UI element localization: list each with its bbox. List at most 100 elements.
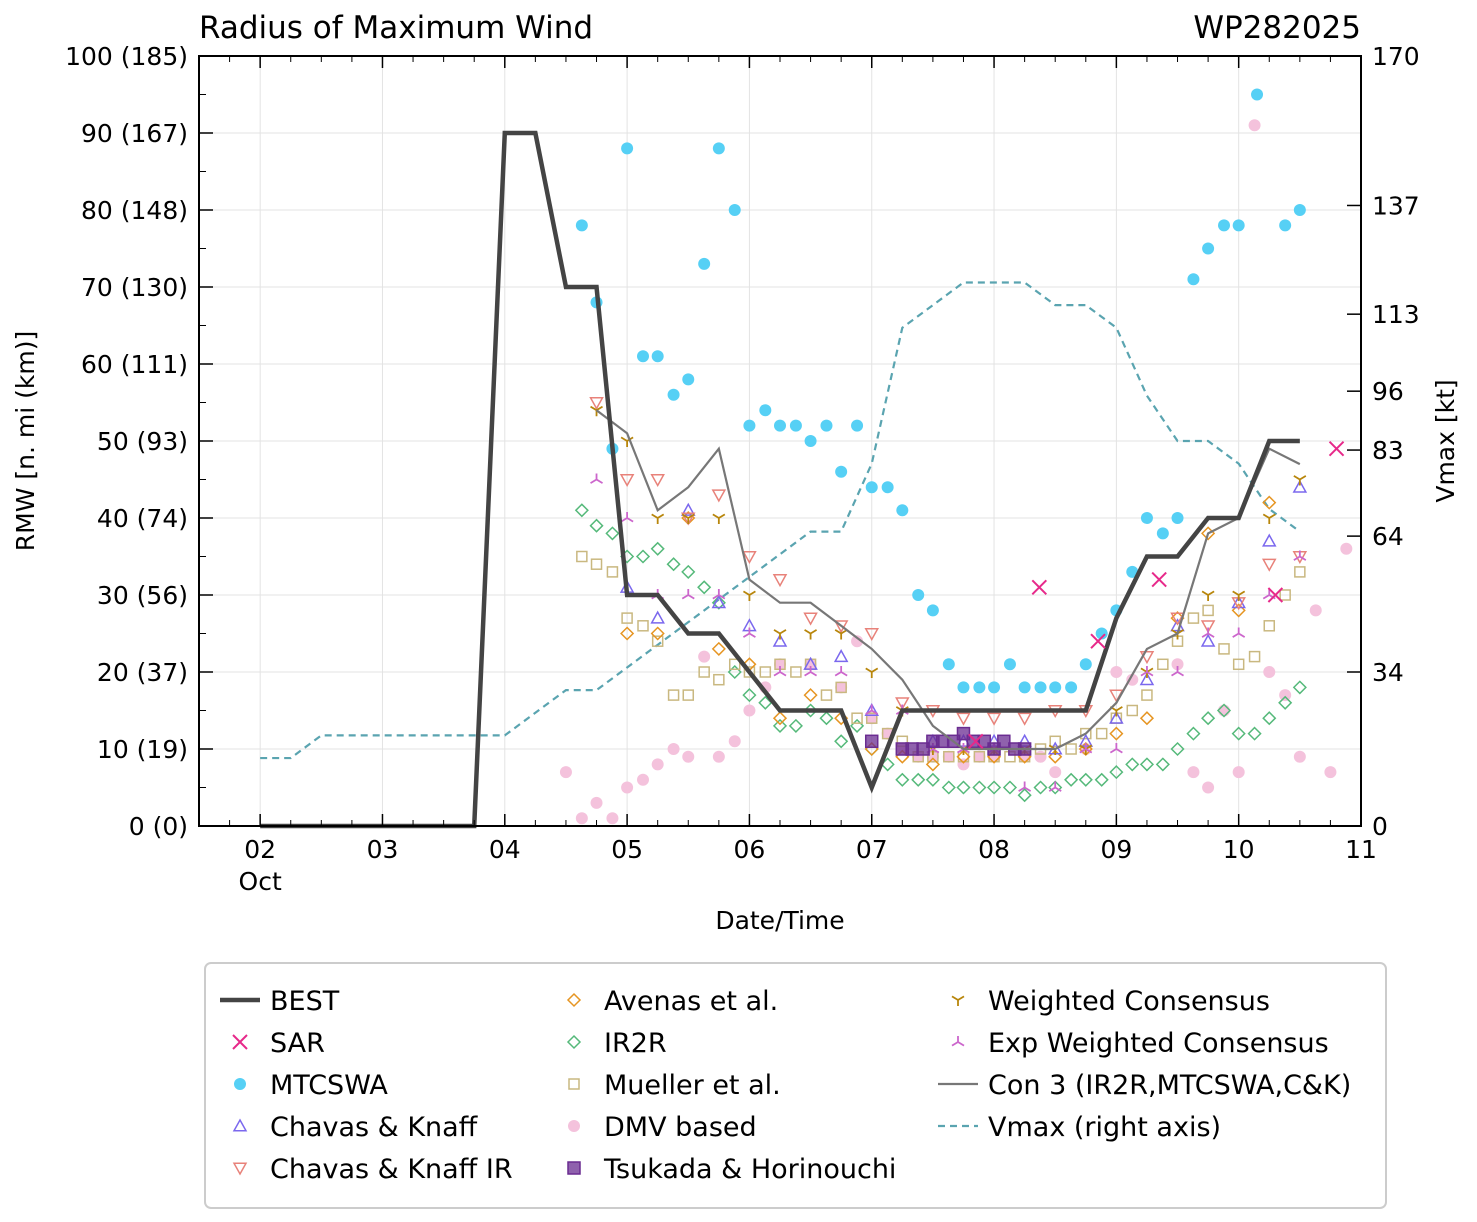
y-right-tick-label: 96 — [1372, 377, 1404, 406]
legend-label: Exp Weighted Consensus — [988, 1028, 1329, 1059]
chavas-knaff-ir-point — [619, 473, 635, 488]
dmv-based-point — [698, 650, 711, 663]
mueller-et-al-point — [667, 689, 680, 701]
ir2r-point — [849, 718, 865, 733]
mueller-et-al-point — [835, 681, 847, 694]
y-right-tick-label: 113 — [1372, 300, 1420, 329]
y-right-tick-label: 34 — [1372, 658, 1404, 687]
chavas-knaff-ir-point — [1017, 712, 1032, 726]
ir2r-point — [574, 503, 589, 518]
mtcswa-point — [835, 465, 848, 478]
mueller-et-al-point — [1248, 650, 1261, 663]
dmv-based-point — [728, 735, 741, 748]
dmv-based-point — [1034, 750, 1047, 763]
y-right-tick-label: 0 — [1372, 812, 1388, 841]
dmv-based-point — [590, 796, 603, 809]
x-tick-label: 06 — [734, 835, 766, 864]
ir2r-point — [1017, 788, 1032, 803]
dmv-based-point — [1126, 673, 1139, 686]
ir2r-point — [605, 526, 620, 541]
mtcswa-point — [1065, 681, 1078, 694]
dmv-based-point — [1218, 704, 1231, 717]
mtcswa-point — [1156, 527, 1169, 540]
series-sar — [967, 440, 1345, 750]
tsukada-horinouchi-point — [997, 734, 1011, 749]
mtcswa-point — [637, 350, 650, 363]
mtcswa-point — [1187, 273, 1200, 286]
exp-weighted-consensus-point — [773, 666, 787, 677]
legend-item-chavas-knaff: Chavas & Knaff — [232, 1112, 479, 1143]
legend-item-weighted-consensus: Weighted Consensus — [951, 986, 1270, 1017]
exp-weighted-consensus-point — [1171, 666, 1184, 677]
tsukada-horinouchi-point — [977, 734, 992, 749]
ir2r-point — [1078, 772, 1093, 787]
legend-swatch — [568, 1078, 580, 1090]
tsukada-horinouchi-point — [966, 734, 981, 749]
mtcswa-point — [1171, 512, 1184, 524]
legend-label: DMV based — [604, 1112, 757, 1143]
mueller-et-al-point — [1126, 704, 1139, 717]
mtcswa-point — [728, 204, 741, 216]
avenas-et-al-point — [620, 626, 635, 641]
ir2r-point — [895, 772, 910, 787]
chavas-knaff-point — [711, 595, 727, 609]
legend-label: Avenas et al. — [604, 986, 778, 1017]
ir2r-point — [1109, 765, 1124, 780]
y-tick-label: 100 (185) — [65, 42, 188, 71]
y-tick-label: 20 (37) — [97, 658, 188, 687]
x-tick-label: 02 — [244, 835, 276, 864]
chavas-knaff-ir-point — [803, 612, 818, 626]
x-tick-label: 07 — [856, 835, 888, 864]
ir2r-point — [742, 688, 757, 703]
dmv-based-point — [1309, 604, 1322, 617]
avenas-et-al-point — [1231, 603, 1246, 618]
dmv-based-point — [559, 766, 572, 779]
weighted-consensus-point — [1201, 590, 1215, 601]
sar-point — [1090, 633, 1106, 649]
legend-item-mtcswa: MTCSWA — [234, 1070, 388, 1101]
tsukada-horinouchi-point — [916, 742, 930, 756]
ir2r-point — [911, 772, 926, 787]
dmv-based-point — [835, 681, 848, 694]
y-axis-label: RMW [n. mi (km)] — [11, 331, 40, 551]
best-line — [260, 130, 1300, 829]
legend-swatch — [232, 1034, 248, 1050]
ir2r-point — [986, 780, 1002, 795]
axis-ticks — [198, 55, 1362, 827]
mtcswa-point — [1079, 658, 1092, 671]
legend-label: MTCSWA — [270, 1070, 388, 1101]
dmv-based-point — [682, 750, 695, 763]
mtcswa-point — [1251, 88, 1264, 101]
y-right-tick-label: 83 — [1372, 436, 1404, 465]
exp-weighted-consensus-point — [712, 589, 726, 600]
x-tick-label: 04 — [489, 835, 521, 864]
series-ir2r — [574, 503, 1307, 803]
mtcswa-point — [1003, 658, 1016, 671]
avenas-et-al-point — [650, 626, 665, 641]
mtcswa-point — [865, 481, 878, 494]
ir2r-point — [1048, 780, 1063, 795]
mtcswa-point — [896, 504, 909, 517]
mtcswa-point — [1049, 681, 1062, 694]
exp-weighted-consensus-point — [620, 512, 634, 523]
weighted-consensus-point — [651, 513, 665, 524]
ir2r-point — [1262, 711, 1277, 726]
mueller-et-al-point — [943, 750, 955, 763]
chavas-knaff-point — [1292, 479, 1308, 493]
mueller-et-al-point — [1294, 566, 1306, 578]
mtcswa-point — [759, 404, 772, 417]
mueller-et-al-point — [743, 666, 756, 678]
chavas-knaff-ir-point — [1170, 612, 1185, 626]
y-right-tick-label: 64 — [1372, 522, 1404, 551]
sar-point — [1031, 579, 1048, 596]
mtcswa-point — [698, 257, 711, 270]
ir2r-point — [819, 711, 834, 726]
tsukada-horinouchi-point — [956, 726, 971, 741]
ir2r-point — [1064, 772, 1079, 787]
mtcswa-point — [912, 589, 925, 601]
mueller-et-al-point — [1049, 735, 1061, 748]
mtcswa-point — [942, 658, 955, 671]
x-tick-label: 08 — [978, 835, 1010, 864]
mtcswa-point — [1018, 681, 1031, 694]
avenas-et-al-point — [1048, 749, 1063, 764]
